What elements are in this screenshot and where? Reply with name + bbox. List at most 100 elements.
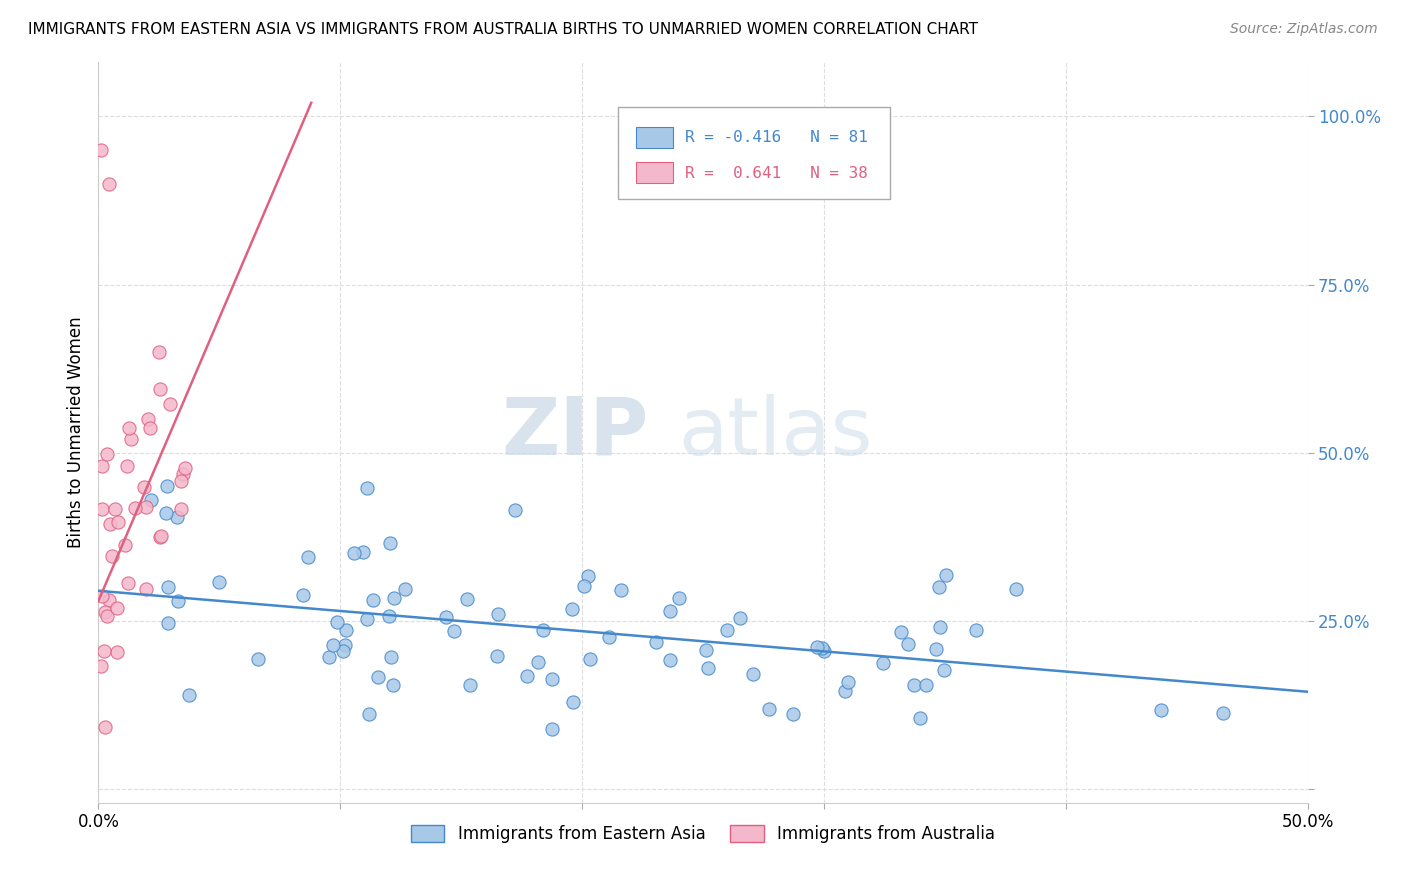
Point — [928, 581, 950, 595]
Point — [90, 659, 112, 673]
Point — [115, 459, 138, 474]
Point — [742, 667, 765, 681]
Point — [574, 579, 596, 593]
Point — [645, 634, 668, 648]
Point — [486, 607, 509, 622]
Point — [541, 722, 564, 736]
Point — [378, 535, 401, 549]
Point — [170, 501, 193, 516]
Point — [132, 480, 155, 494]
Point — [695, 643, 717, 657]
Point — [114, 538, 136, 552]
Point — [159, 397, 181, 411]
Point — [136, 412, 159, 426]
Point — [834, 684, 856, 698]
Point — [758, 701, 780, 715]
Point — [872, 656, 894, 670]
Point — [174, 461, 197, 475]
Point — [659, 653, 682, 667]
Point — [610, 583, 633, 598]
Point — [246, 652, 269, 666]
Point — [96, 608, 118, 623]
Point — [925, 642, 948, 657]
Point — [91, 589, 114, 603]
Point — [101, 549, 124, 563]
Point — [94, 720, 117, 734]
Text: IMMIGRANTS FROM EASTERN ASIA VS IMMIGRANTS FROM AUSTRALIA BIRTHS TO UNMARRIED WO: IMMIGRANTS FROM EASTERN ASIA VS IMMIGRAN… — [28, 22, 979, 37]
Point — [104, 502, 127, 516]
Point — [335, 623, 357, 637]
Point — [356, 612, 378, 626]
Point — [172, 467, 194, 482]
FancyBboxPatch shape — [619, 107, 890, 200]
Point — [579, 651, 602, 665]
Point — [94, 605, 117, 619]
Point — [335, 638, 357, 652]
Point — [908, 711, 931, 725]
Point — [434, 609, 457, 624]
Point — [326, 615, 349, 629]
Point — [728, 611, 751, 625]
Text: R = -0.416   N = 81: R = -0.416 N = 81 — [685, 130, 868, 145]
Point — [668, 591, 690, 606]
Point — [141, 492, 163, 507]
Point — [806, 640, 828, 655]
Point — [890, 625, 912, 640]
Point — [782, 707, 804, 722]
Text: ZIP: ZIP — [502, 393, 648, 472]
Point — [382, 591, 405, 606]
Text: atlas: atlas — [678, 393, 873, 472]
Point — [156, 479, 179, 493]
Point — [98, 516, 121, 531]
Point — [659, 604, 682, 618]
Point — [515, 669, 537, 683]
Point — [561, 695, 583, 709]
Point — [903, 678, 925, 692]
Point — [359, 706, 381, 721]
Point — [120, 432, 142, 446]
Point — [486, 649, 509, 664]
Point — [332, 644, 354, 658]
Point — [117, 576, 139, 591]
Point — [149, 530, 172, 544]
Point — [156, 580, 179, 594]
Point — [105, 600, 128, 615]
Point — [135, 582, 157, 596]
Point — [167, 593, 190, 607]
Point — [105, 645, 128, 659]
Point — [149, 382, 172, 396]
Point — [363, 592, 385, 607]
Point — [897, 637, 920, 651]
Point — [177, 688, 200, 702]
Legend: Immigrants from Eastern Asia, Immigrants from Australia: Immigrants from Eastern Asia, Immigrants… — [405, 819, 1001, 850]
Point — [93, 644, 115, 658]
Point — [150, 529, 173, 543]
Point — [935, 567, 957, 582]
Point — [578, 568, 600, 582]
Point — [456, 591, 478, 606]
Point — [810, 640, 832, 655]
Point — [318, 649, 340, 664]
Point — [208, 575, 231, 590]
Point — [90, 143, 112, 157]
Point — [505, 503, 527, 517]
Point — [932, 663, 955, 677]
Point — [458, 678, 481, 692]
Point — [297, 549, 319, 564]
Point — [96, 447, 118, 461]
Point — [97, 593, 120, 607]
Point — [166, 510, 188, 524]
Point — [155, 507, 177, 521]
Point — [561, 601, 583, 615]
Point — [356, 481, 378, 495]
Point — [541, 673, 564, 687]
Point — [380, 649, 402, 664]
Point — [837, 675, 859, 690]
Point — [915, 677, 938, 691]
Point — [97, 177, 120, 191]
Point — [343, 546, 366, 560]
Point — [965, 624, 987, 638]
Point — [394, 582, 416, 596]
Text: Source: ZipAtlas.com: Source: ZipAtlas.com — [1230, 22, 1378, 37]
Point — [598, 630, 620, 644]
